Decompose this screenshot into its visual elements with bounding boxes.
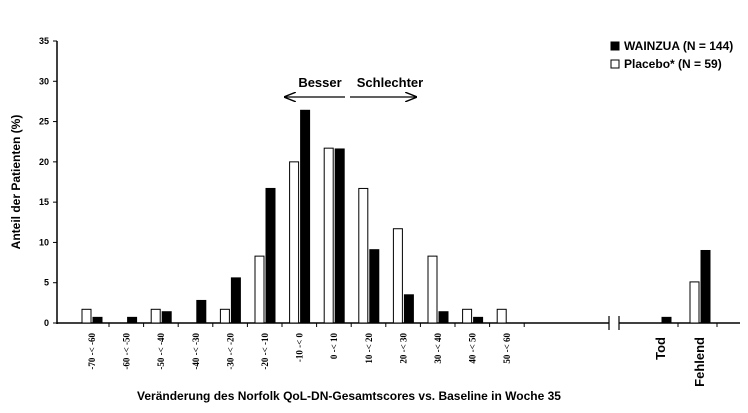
- x-tick-label: 0 -< 10: [329, 333, 339, 360]
- bar: [161, 311, 172, 324]
- x-tick-label: Fehlend: [692, 337, 707, 387]
- y-tick-label: 30: [39, 76, 49, 86]
- y-tick-label: 35: [39, 36, 49, 46]
- bar: [403, 294, 414, 324]
- x-tick-label: -20 -< -10: [260, 333, 270, 370]
- x-tick-label: 10 -< 20: [364, 333, 374, 364]
- x-tick-label: -50 -< -40: [156, 333, 166, 370]
- x-tick-label: -30 -< -20: [225, 333, 235, 370]
- bar: [127, 316, 138, 324]
- y-tick-label: 25: [39, 117, 49, 127]
- legend-label: WAINZUA (N = 144): [624, 39, 733, 53]
- y-tick-label: 0: [44, 318, 49, 328]
- bar: [369, 249, 380, 324]
- x-tick-label: 20 -< 30: [398, 333, 408, 364]
- bar: [300, 109, 311, 324]
- x-tick-label: 30 -< 40: [433, 333, 443, 364]
- bar: [150, 308, 161, 324]
- bar: [438, 311, 449, 324]
- bar: [81, 308, 92, 324]
- bar: [196, 299, 207, 324]
- bar: [230, 277, 241, 324]
- bar: [700, 249, 711, 324]
- bar: [689, 281, 700, 324]
- bar: [473, 316, 484, 324]
- bar: [661, 316, 672, 324]
- bar: [462, 308, 473, 324]
- x-tick-label: -10 -< 0: [295, 333, 305, 363]
- x-tick-label: Tod: [653, 337, 668, 360]
- bar: [334, 148, 345, 324]
- y-axis-label: Anteil der Patienten (%): [9, 115, 23, 250]
- legend-swatch: [610, 59, 620, 69]
- y-tick-label: 5: [44, 278, 49, 288]
- bar: [427, 255, 438, 324]
- y-tick-label: 20: [39, 157, 49, 167]
- bar: [254, 255, 265, 324]
- bar: [219, 308, 230, 324]
- bar: [289, 161, 300, 324]
- bar: [358, 187, 369, 324]
- bar: [92, 316, 103, 324]
- x-tick-label: 40 -< 50: [468, 333, 478, 364]
- bar: [323, 147, 334, 324]
- legend-swatch: [610, 41, 620, 51]
- x-tick-label: -60 -< -50: [122, 333, 132, 370]
- annotation: Schlechter: [357, 75, 423, 90]
- y-tick-label: 15: [39, 197, 49, 207]
- legend-label: Placebo* (N = 59): [624, 57, 722, 71]
- x-tick-label: -70 -< -60: [87, 333, 97, 370]
- annotation: Besser: [298, 75, 341, 90]
- bar: [265, 187, 276, 324]
- x-axis-label: Veränderung des Norfolk QoL-DN-Gesamtsco…: [137, 389, 561, 403]
- y-tick-label: 10: [39, 237, 49, 247]
- x-tick-label: -40 -< -30: [191, 333, 201, 370]
- x-tick-label: 50 -< 60: [502, 333, 512, 364]
- bar: [392, 228, 403, 324]
- bar: [496, 308, 507, 324]
